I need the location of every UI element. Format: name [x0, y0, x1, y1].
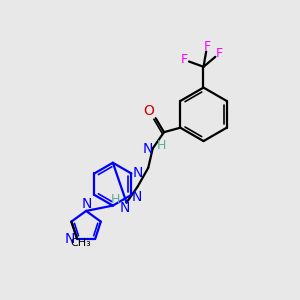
- Text: N: N: [82, 197, 92, 212]
- Text: H: H: [156, 139, 166, 152]
- Text: O: O: [144, 104, 154, 118]
- Text: N: N: [65, 232, 75, 247]
- Text: CH₃: CH₃: [70, 238, 91, 248]
- Text: N: N: [131, 190, 142, 204]
- Text: N: N: [120, 201, 130, 215]
- Text: F: F: [216, 47, 223, 60]
- Text: N: N: [142, 142, 152, 156]
- Text: N: N: [133, 166, 143, 180]
- Text: H: H: [111, 193, 120, 206]
- Text: F: F: [204, 40, 211, 53]
- Text: F: F: [180, 53, 188, 66]
